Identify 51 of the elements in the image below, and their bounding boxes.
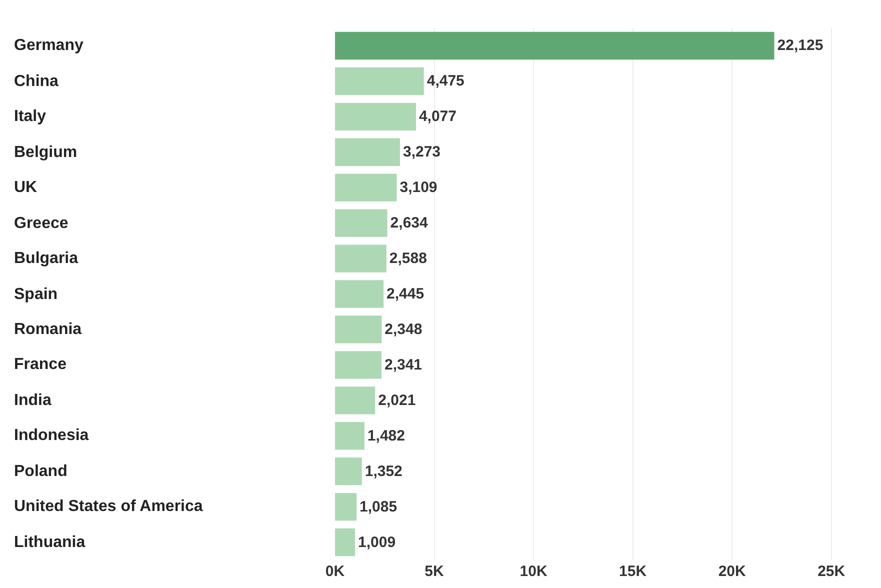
bar <box>335 244 386 272</box>
x-tick-label: 20K <box>718 563 746 580</box>
data-label: 2,021 <box>378 392 416 409</box>
y-tick-label: Greece <box>14 215 68 232</box>
bar <box>335 138 400 166</box>
bar <box>335 67 424 96</box>
data-label: 22,125 <box>777 37 824 54</box>
y-tick-label: Lithuania <box>14 534 86 551</box>
data-label: 1,009 <box>358 534 396 551</box>
bar <box>335 422 364 450</box>
bar <box>335 528 356 556</box>
y-tick-label: Belgium <box>14 144 78 161</box>
data-label: 2,341 <box>384 356 422 374</box>
data-label: 1,352 <box>364 462 402 480</box>
y-tick-label: Italy <box>14 108 46 125</box>
y-tick-label: Spain <box>14 286 58 303</box>
y-tick-label: China <box>14 73 59 90</box>
data-label: 3,273 <box>402 144 441 161</box>
y-tick-label: France <box>14 356 67 373</box>
data-label: 1,482 <box>367 427 405 444</box>
bar <box>335 209 388 237</box>
bar <box>335 174 397 202</box>
x-tick-label: 15K <box>619 563 647 580</box>
y-tick-label: Indonesia <box>14 427 89 444</box>
data-label: 2,588 <box>389 250 427 268</box>
y-tick-label: Poland <box>14 463 68 480</box>
x-tick-label: 25K <box>818 563 846 580</box>
data-label: 2,445 <box>386 286 424 302</box>
bar <box>335 102 416 130</box>
bar <box>335 386 376 414</box>
y-tick-label: India <box>14 392 52 409</box>
bar <box>335 32 774 60</box>
x-tick-label: 0K <box>325 563 345 580</box>
bar <box>335 458 362 486</box>
y-tick-label: UK <box>14 179 38 196</box>
data-label: 4,475 <box>426 72 464 90</box>
data-label: 3,109 <box>400 179 438 196</box>
bar <box>335 351 382 379</box>
x-tick-label: 5K <box>424 563 444 580</box>
x-tick-label: 10K <box>520 563 548 580</box>
y-tick-label: Germany <box>14 37 84 54</box>
data-label: 2,634 <box>390 214 428 232</box>
bar <box>335 492 357 521</box>
data-label: 1,085 <box>360 498 398 516</box>
y-tick-label: United States of America <box>14 498 203 515</box>
data-label: 2,348 <box>384 320 422 338</box>
data-label: 4,077 <box>418 108 456 126</box>
bar <box>335 316 382 344</box>
bar <box>335 280 384 308</box>
y-tick-label: Romania <box>14 321 82 338</box>
y-tick-label: Bulgaria <box>14 250 78 267</box>
